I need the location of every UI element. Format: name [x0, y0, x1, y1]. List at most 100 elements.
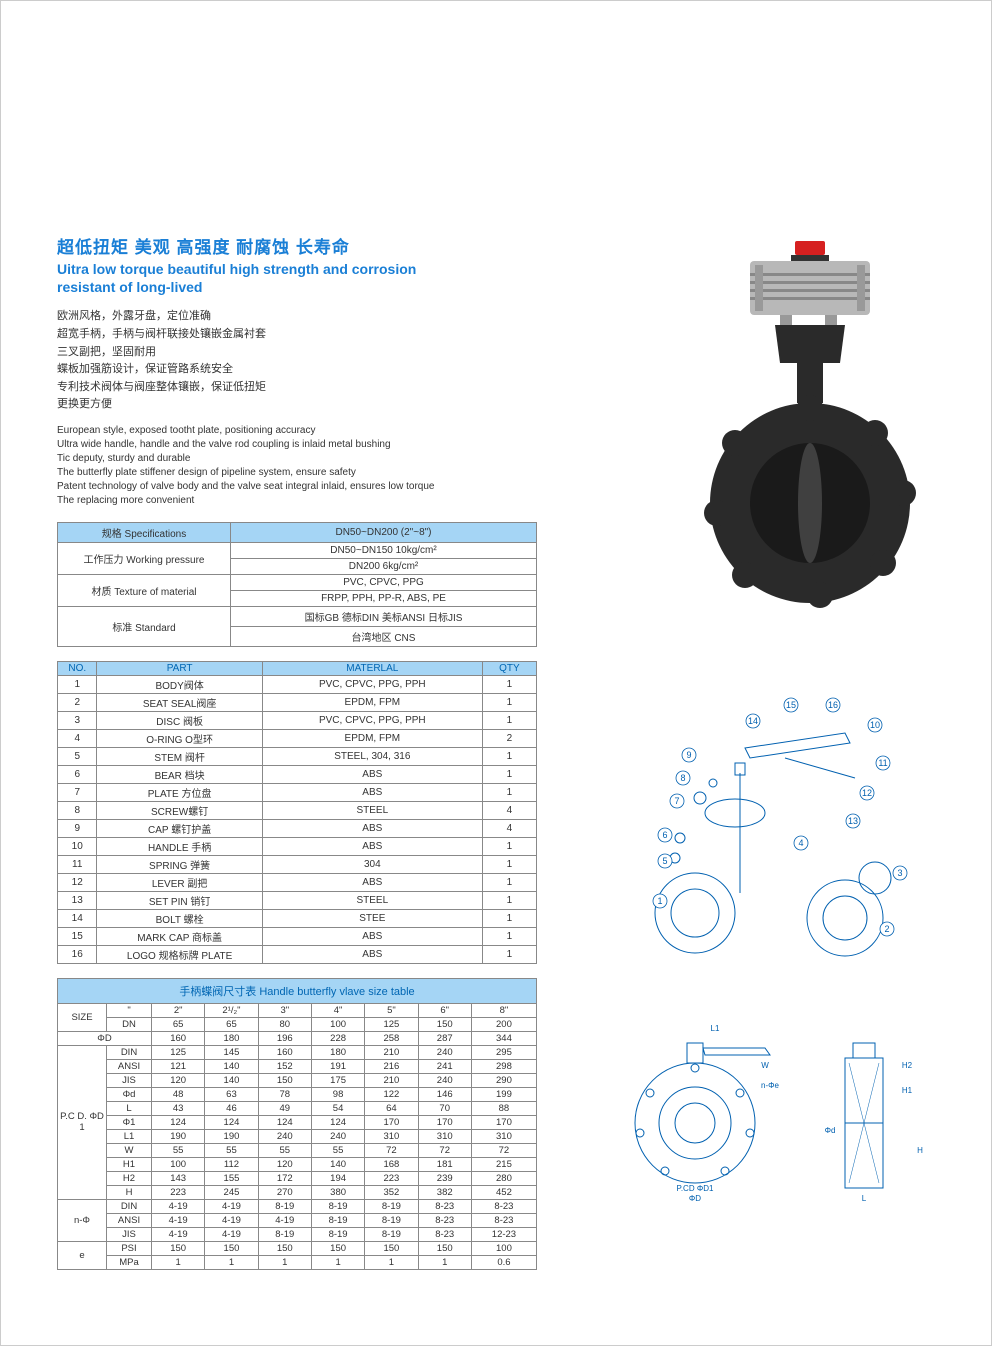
spec-val: PVC, CPVC, PPG	[231, 574, 537, 590]
product-image	[665, 233, 945, 643]
parts-cell: ABS	[262, 945, 482, 963]
parts-cell: ABS	[262, 765, 482, 783]
svg-text:12: 12	[862, 788, 872, 798]
size-sub: ANSI	[107, 1059, 152, 1073]
size-cell: 155	[205, 1171, 258, 1185]
size-cell: 124	[258, 1115, 311, 1129]
size-cell: 120	[258, 1157, 311, 1171]
parts-cell: 1	[58, 675, 97, 693]
size-cell: 8-19	[365, 1199, 418, 1213]
parts-cell: O-RING O型环	[97, 729, 262, 747]
spec-val: 台湾地区 CNS	[231, 626, 537, 646]
size-cell: 295	[471, 1045, 536, 1059]
size-cell: 5"	[365, 1003, 418, 1017]
size-cell: 54	[311, 1101, 364, 1115]
parts-cell: LEVER 副把	[97, 873, 262, 891]
size-cell: 190	[152, 1129, 205, 1143]
size-table: 手柄蝶阀尺寸表 Handle butterfly vlave size tabl…	[57, 978, 537, 1270]
size-cell: 4-19	[205, 1213, 258, 1227]
parts-cell: 1	[482, 855, 536, 873]
parts-cell: STEEL	[262, 891, 482, 909]
parts-cell: 1	[482, 783, 536, 801]
parts-cell: 304	[262, 855, 482, 873]
title-en-line1: Uitra low torque beautiful high strength…	[57, 261, 416, 277]
parts-cell: BOLT 螺栓	[97, 909, 262, 927]
size-cell: 4-19	[258, 1213, 311, 1227]
size-sub: "	[107, 1003, 152, 1017]
size-cell: 152	[258, 1059, 311, 1073]
size-cell: 0.6	[471, 1255, 536, 1269]
size-sub: H2	[107, 1171, 152, 1185]
parts-cell: 6	[58, 765, 97, 783]
size-cell: 240	[258, 1129, 311, 1143]
size-cell: 1	[258, 1255, 311, 1269]
size-cell: 125	[152, 1045, 205, 1059]
size-cell: 1	[205, 1255, 258, 1269]
parts-cell: 16	[58, 945, 97, 963]
parts-hdr: NO.	[58, 661, 97, 675]
parts-cell: SPRING 弹簧	[97, 855, 262, 873]
size-cell: 240	[311, 1129, 364, 1143]
size-sub: L	[107, 1101, 152, 1115]
dim-d: Φd	[825, 1126, 836, 1135]
spec-val: FRPP, PPH, PP-R, ABS, PE	[231, 590, 537, 606]
size-cell: 200	[471, 1017, 536, 1031]
size-sub: DN	[107, 1017, 152, 1031]
size-cell: 8-23	[471, 1213, 536, 1227]
spec-val: DN200 6kg/cm²	[231, 558, 537, 574]
size-cell: 4-19	[152, 1213, 205, 1227]
parts-cell: 1	[482, 945, 536, 963]
size-cell: 8-23	[418, 1213, 471, 1227]
svg-text:15: 15	[786, 700, 796, 710]
size-cell: 8-19	[311, 1199, 364, 1213]
parts-cell: 4	[58, 729, 97, 747]
size-cell: 228	[311, 1031, 364, 1045]
size-cell: 65	[152, 1017, 205, 1031]
svg-text:3: 3	[897, 868, 902, 878]
size-cell: 146	[418, 1087, 471, 1101]
spec-val: 国标GB 德标DIN 美标ANSI 日标JIS	[231, 606, 537, 626]
parts-cell: SCREW螺钉	[97, 801, 262, 819]
size-cell: 310	[471, 1129, 536, 1143]
dim-w: W	[761, 1061, 769, 1070]
parts-cell: SET PIN 销钉	[97, 891, 262, 909]
parts-cell: 1	[482, 675, 536, 693]
size-cell: 140	[205, 1073, 258, 1087]
size-cell: 180	[205, 1031, 258, 1045]
size-cell: 122	[365, 1087, 418, 1101]
parts-hdr: PART	[97, 661, 262, 675]
size-cell: 452	[471, 1185, 536, 1199]
size-sub: MPa	[107, 1255, 152, 1269]
parts-hdr: QTY	[482, 661, 536, 675]
parts-cell: ABS	[262, 927, 482, 945]
parts-cell: 1	[482, 711, 536, 729]
parts-cell: STEEL, 304, 316	[262, 747, 482, 765]
parts-cell: PVC, CPVC, PPG, PPH	[262, 675, 482, 693]
size-cell: 121	[152, 1059, 205, 1073]
size-lbl: ΦD	[58, 1031, 152, 1045]
size-cell: 150	[311, 1241, 364, 1255]
size-sub: H	[107, 1185, 152, 1199]
size-cell: 72	[418, 1143, 471, 1157]
parts-cell: 8	[58, 801, 97, 819]
parts-cell: LOGO 规格标牌 PLATE	[97, 945, 262, 963]
svg-text:1: 1	[657, 896, 662, 906]
svg-text:4: 4	[798, 838, 803, 848]
size-cell: 78	[258, 1087, 311, 1101]
size-cell: 70	[418, 1101, 471, 1115]
size-sub: W	[107, 1143, 152, 1157]
svg-text:10: 10	[870, 720, 880, 730]
size-cell: 8-19	[311, 1213, 364, 1227]
size-cell: 100	[152, 1157, 205, 1171]
size-cell: 72	[471, 1143, 536, 1157]
size-cell: 8-23	[418, 1199, 471, 1213]
parts-cell: 4	[482, 819, 536, 837]
dim-l1: L1	[711, 1024, 720, 1033]
size-cell: 172	[258, 1171, 311, 1185]
dim-h1: H1	[902, 1086, 913, 1095]
size-sub: JIS	[107, 1073, 152, 1087]
size-sub: Φd	[107, 1087, 152, 1101]
size-cell: 1	[152, 1255, 205, 1269]
size-sub: DIN	[107, 1199, 152, 1213]
size-cell: 382	[418, 1185, 471, 1199]
